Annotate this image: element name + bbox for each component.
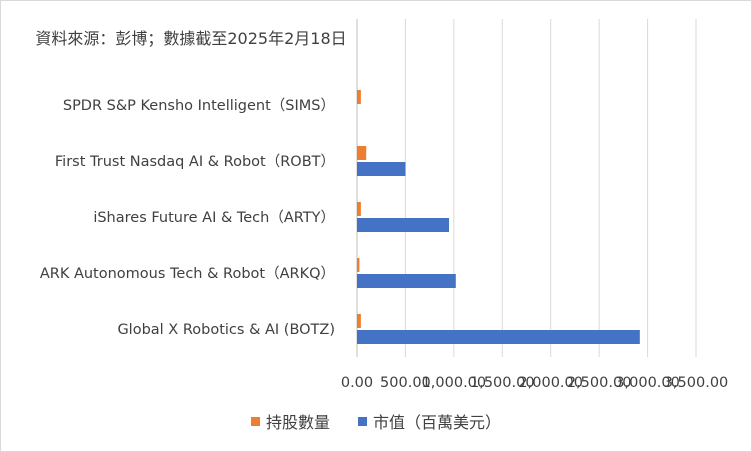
bar-holdings-3 — [357, 146, 367, 160]
legend-label-market-cap: 市值（百萬美元） — [373, 413, 502, 432]
legend-swatch-market-cap — [358, 416, 367, 426]
x-tick-label-5: 2,500.00 — [567, 375, 632, 391]
category-label-0: Global X Robotics & AI (BOTZ) — [117, 322, 335, 338]
legend-label-holdings: 持股數量 — [265, 413, 330, 432]
bar-market-cap-3 — [357, 162, 406, 176]
category-label-1: ARK Autonomous Tech & Robot（ARKQ） — [40, 265, 335, 282]
x-tick-label-0: 0.00 — [341, 375, 373, 391]
source-note: 資料來源：彭博；數據截至2025年2月18日 — [35, 29, 347, 48]
legend-swatch-holdings — [250, 416, 260, 426]
bar-holdings-4 — [357, 90, 361, 104]
bar-market-cap-2 — [357, 218, 450, 232]
x-tick-label-7: 3,500.00 — [664, 375, 729, 391]
bar-market-cap-1 — [357, 274, 456, 288]
category-label-3: First Trust Nasdaq AI & Robot（ROBT） — [55, 153, 335, 170]
bar-holdings-2 — [357, 202, 361, 216]
x-tick-label-6: 3,000.00 — [615, 375, 680, 391]
legend: 持股數量 市值（百萬美元） — [1, 409, 751, 433]
x-tick-label-4: 2,000.00 — [518, 375, 583, 391]
category-label-2: iShares Future AI & Tech（ARTY） — [93, 209, 335, 226]
bar-holdings-1 — [357, 258, 360, 272]
x-tick-label-1: 500.00 — [380, 375, 431, 391]
bar-holdings-0 — [357, 314, 361, 328]
bar-market-cap-0 — [357, 330, 640, 344]
legend-item-market-cap: 市值（百萬美元） — [358, 409, 501, 433]
legend-item-holdings: 持股數量 — [250, 409, 330, 433]
x-tick-label-3: 1,500.00 — [470, 375, 535, 391]
x-tick-label-2: 1,000.00 — [422, 375, 487, 391]
category-label-4: SPDR S&P Kensho Intelligent（SIMS） — [63, 97, 335, 114]
